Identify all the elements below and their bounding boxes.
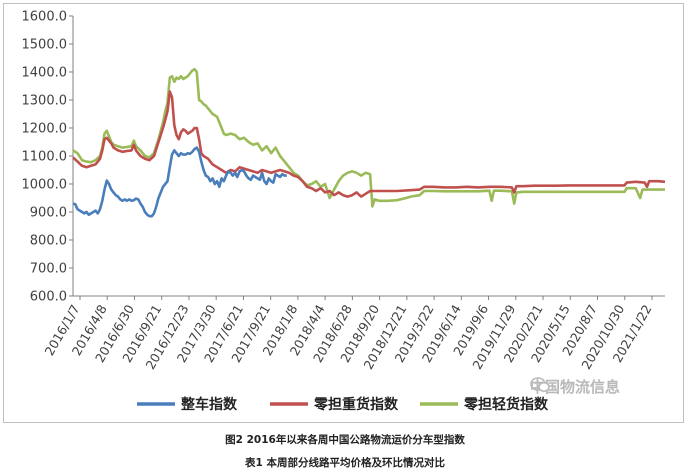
y-tick-label: 1300.0 [22, 94, 68, 109]
x-axis: 2016/1/72016/4/82016/6/302016/9/212016/1… [42, 295, 665, 372]
y-axis: 1600.0 1500.0 1400.0 1300.0 1200.0 1100.0 1000… [22, 10, 74, 305]
legend: 整车指数 零担重货指数 零担轻货指数 [137, 396, 549, 413]
figure-caption: 图2 2016年以来各周中国公路物流运价分车型指数 [225, 434, 465, 446]
legend-label: 整车指数 [180, 396, 238, 413]
table-caption: 表1 本周部分线路平均价格及环比情况对比 [245, 457, 445, 469]
y-tick-label: 800.0 [30, 234, 67, 249]
series-line-0 [72, 146, 287, 218]
series-line-1 [72, 90, 666, 198]
y-tick-label: 1200.0 [22, 122, 68, 137]
y-tick-label: 900.0 [30, 206, 67, 221]
watermark: 中国物流信息 [530, 376, 620, 397]
y-tick-label: 1500.0 [22, 38, 68, 53]
y-tick-label: 1400.0 [22, 66, 68, 81]
y-tick-label: 1000.0 [22, 178, 68, 193]
legend-label: 零担重货指数 [313, 396, 399, 413]
y-tick-label: 1100.0 [22, 150, 68, 165]
y-tick-label: 1600.0 [22, 10, 68, 25]
chat-bubble-icon [530, 377, 550, 393]
legend-label: 零担轻货指数 [463, 396, 549, 413]
series-line-2 [72, 67, 665, 208]
series-lines [72, 67, 666, 218]
chart-frame [3, 3, 684, 423]
y-tick-label: 700.0 [30, 262, 67, 277]
watermark-text: 中国物流信息 [530, 378, 621, 396]
line-chart: 1600.0 1500.0 1400.0 1300.0 1200.0 1100.0 1000… [22, 10, 666, 413]
y-tick-label: 600.0 [30, 290, 67, 305]
